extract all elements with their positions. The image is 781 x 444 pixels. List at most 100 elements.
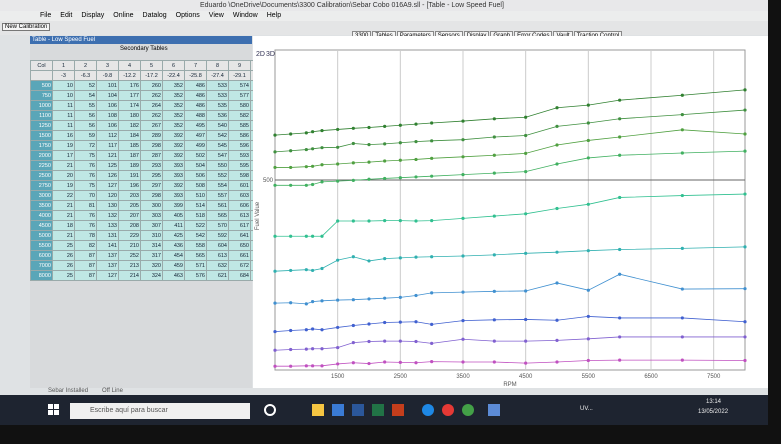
value-cell[interactable]: 459	[163, 261, 185, 271]
value-cell[interactable]: 106	[97, 101, 119, 111]
value-cell[interactable]: 577	[229, 91, 251, 101]
value-cell[interactable]: 26	[53, 251, 75, 261]
value-cell[interactable]: 536	[207, 111, 229, 121]
menu-item[interactable]: File	[40, 11, 51, 21]
value-cell[interactable]: 16	[53, 131, 75, 141]
value-cell[interactable]: 454	[163, 251, 185, 261]
value-cell[interactable]: 117	[97, 141, 119, 151]
value-cell[interactable]: 76	[75, 211, 97, 221]
value-cell[interactable]: 19	[53, 181, 75, 191]
value-cell[interactable]: 189	[119, 161, 141, 171]
value-cell[interactable]: 56	[75, 121, 97, 131]
value-cell[interactable]: 352	[163, 81, 185, 91]
value-cell[interactable]: 21	[53, 201, 75, 211]
value-cell[interactable]: 126	[97, 171, 119, 181]
value-cell[interactable]: 21	[53, 231, 75, 241]
value-cell[interactable]: 324	[141, 271, 163, 281]
value-cell[interactable]: 137	[97, 261, 119, 271]
value-cell[interactable]: 604	[207, 241, 229, 251]
value-cell[interactable]: 582	[229, 111, 251, 121]
value-cell[interactable]: 641	[229, 231, 251, 241]
value-cell[interactable]: 293	[141, 161, 163, 171]
value-cell[interactable]: 518	[185, 211, 207, 221]
value-cell[interactable]: 130	[97, 201, 119, 211]
value-cell[interactable]: 495	[185, 121, 207, 131]
value-cell[interactable]: 25	[53, 241, 75, 251]
value-cell[interactable]: 297	[141, 181, 163, 191]
value-cell[interactable]: 21	[53, 211, 75, 221]
value-cell[interactable]: 81	[75, 201, 97, 211]
value-cell[interactable]: 672	[229, 261, 251, 271]
value-cell[interactable]: 300	[141, 201, 163, 211]
value-cell[interactable]: 70	[75, 191, 97, 201]
value-cell[interactable]: 54	[75, 91, 97, 101]
value-cell[interactable]: 392	[163, 151, 185, 161]
value-cell[interactable]: 506	[185, 171, 207, 181]
value-cell[interactable]: 25	[53, 271, 75, 281]
value-cell[interactable]: 314	[141, 241, 163, 251]
menu-item[interactable]: Datalog	[143, 11, 167, 21]
value-cell[interactable]: 617	[229, 221, 251, 231]
value-cell[interactable]: 132	[97, 211, 119, 221]
value-cell[interactable]: 75	[75, 181, 97, 191]
value-cell[interactable]: 131	[97, 231, 119, 241]
value-cell[interactable]: 486	[185, 81, 207, 91]
value-cell[interactable]: 508	[185, 181, 207, 191]
value-cell[interactable]: 586	[229, 131, 251, 141]
value-cell[interactable]: 287	[141, 151, 163, 161]
value-cell[interactable]: 554	[207, 181, 229, 191]
value-cell[interactable]: 127	[97, 181, 119, 191]
value-cell[interactable]: 307	[141, 221, 163, 231]
value-cell[interactable]: 104	[97, 91, 119, 101]
value-cell[interactable]: 121	[97, 151, 119, 161]
value-cell[interactable]: 52	[75, 81, 97, 91]
menu-item[interactable]: Online	[113, 11, 133, 21]
value-cell[interactable]: 552	[207, 171, 229, 181]
value-cell[interactable]: 76	[75, 221, 97, 231]
value-cell[interactable]: 502	[185, 151, 207, 161]
value-cell[interactable]: 542	[185, 231, 207, 241]
value-cell[interactable]: 262	[141, 91, 163, 101]
value-cell[interactable]: 593	[229, 151, 251, 161]
value-cell[interactable]: 295	[141, 171, 163, 181]
value-cell[interactable]: 598	[229, 171, 251, 181]
value-cell[interactable]: 55	[75, 101, 97, 111]
value-cell[interactable]: 320	[141, 261, 163, 271]
value-cell[interactable]: 10	[53, 91, 75, 101]
value-cell[interactable]: 101	[97, 81, 119, 91]
value-cell[interactable]: 214	[119, 271, 141, 281]
value-cell[interactable]: 11	[53, 121, 75, 131]
value-cell[interactable]: 82	[75, 241, 97, 251]
value-cell[interactable]: 137	[97, 251, 119, 261]
value-cell[interactable]: 213	[119, 261, 141, 271]
value-cell[interactable]: 542	[207, 131, 229, 141]
value-cell[interactable]: 108	[97, 111, 119, 121]
value-cell[interactable]: 565	[185, 251, 207, 261]
value-cell[interactable]: 550	[207, 161, 229, 171]
value-cell[interactable]: 289	[141, 131, 163, 141]
value-cell[interactable]: 229	[119, 231, 141, 241]
value-cell[interactable]: 510	[185, 191, 207, 201]
value-cell[interactable]: 196	[119, 181, 141, 191]
value-cell[interactable]: 78	[75, 231, 97, 241]
value-cell[interactable]: 267	[141, 121, 163, 131]
value-cell[interactable]: 352	[163, 101, 185, 111]
value-cell[interactable]: 393	[163, 161, 185, 171]
value-cell[interactable]: 87	[75, 251, 97, 261]
value-cell[interactable]: 684	[229, 271, 251, 281]
menu-item[interactable]: Help	[267, 11, 281, 21]
value-cell[interactable]: 570	[207, 221, 229, 231]
value-cell[interactable]: 613	[229, 211, 251, 221]
value-cell[interactable]: 436	[163, 241, 185, 251]
value-cell[interactable]: 545	[207, 141, 229, 151]
value-cell[interactable]: 463	[163, 271, 185, 281]
value-cell[interactable]: 184	[119, 131, 141, 141]
value-cell[interactable]: 486	[185, 101, 207, 111]
value-cell[interactable]: 557	[207, 191, 229, 201]
value-cell[interactable]: 87	[75, 271, 97, 281]
value-cell[interactable]: 411	[163, 221, 185, 231]
value-cell[interactable]: 59	[75, 131, 97, 141]
secondary-tables-toggle[interactable]: Secondary Tables	[120, 46, 168, 52]
value-cell[interactable]: 393	[163, 191, 185, 201]
value-cell[interactable]: 585	[229, 121, 251, 131]
